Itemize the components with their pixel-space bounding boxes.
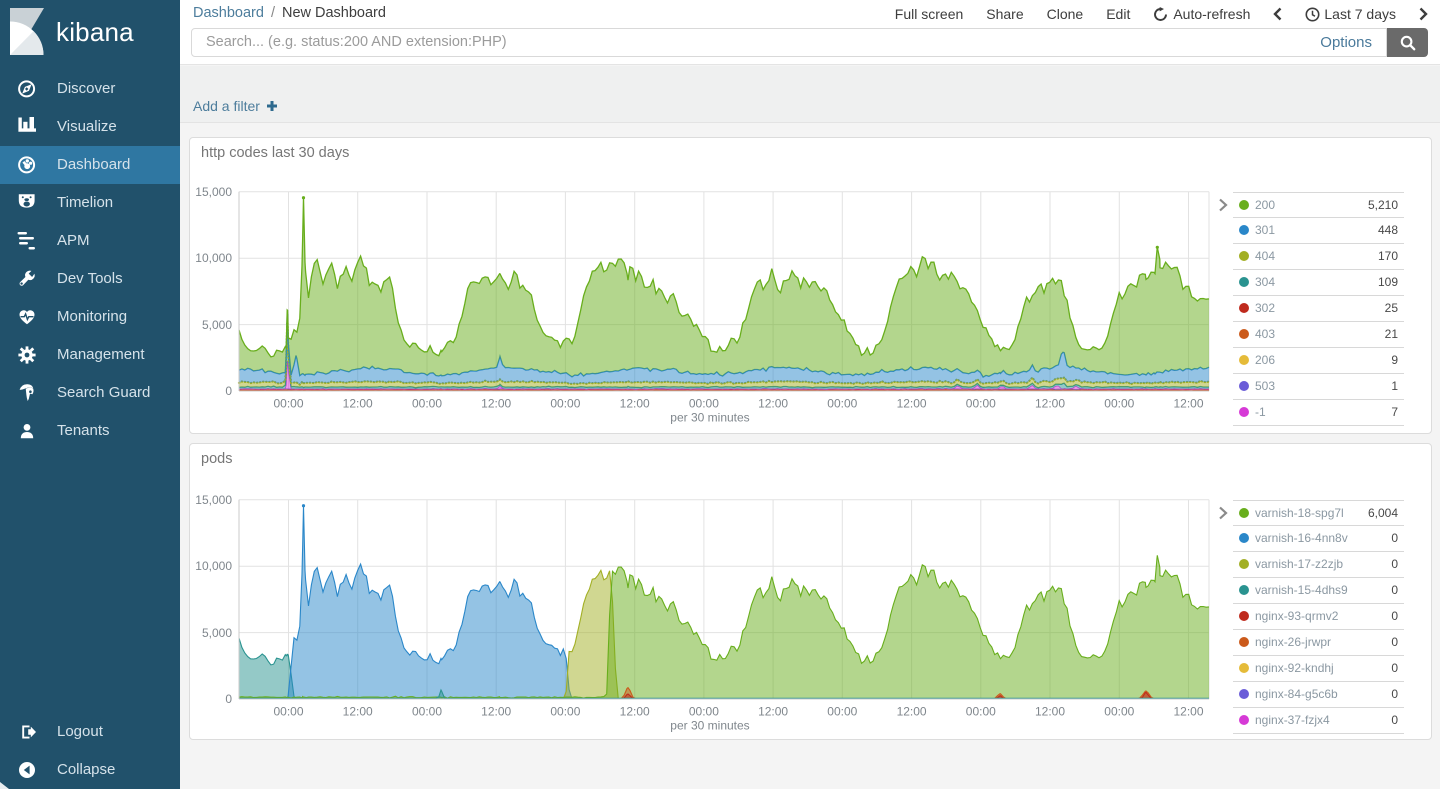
svg-text:00:00: 00:00 [550,397,580,411]
svg-text:15,000: 15,000 [195,493,232,507]
svg-text:12:00: 12:00 [1173,705,1203,719]
svg-text:12:00: 12:00 [758,397,788,411]
svg-text:00:00: 00:00 [827,397,857,411]
svg-text:12:00: 12:00 [1035,705,1065,719]
svg-text:00:00: 00:00 [550,705,580,719]
svg-text:5,000: 5,000 [202,318,232,332]
svg-text:00:00: 00:00 [412,397,442,411]
svg-text:10,000: 10,000 [195,251,232,265]
svg-text:12:00: 12:00 [897,705,927,719]
svg-text:12:00: 12:00 [343,705,373,719]
svg-text:00:00: 00:00 [412,705,442,719]
svg-text:00:00: 00:00 [689,705,719,719]
svg-text:12:00: 12:00 [481,397,511,411]
svg-text:0: 0 [225,692,232,706]
svg-text:12:00: 12:00 [897,397,927,411]
svg-text:00:00: 00:00 [827,705,857,719]
svg-text:00:00: 00:00 [966,705,996,719]
svg-text:00:00: 00:00 [1104,397,1134,411]
svg-text:00:00: 00:00 [689,397,719,411]
svg-text:12:00: 12:00 [1035,397,1065,411]
svg-text:per 30 minutes: per 30 minutes [670,411,749,425]
svg-text:10,000: 10,000 [195,559,232,573]
svg-text:12:00: 12:00 [620,397,650,411]
svg-text:12:00: 12:00 [758,705,788,719]
svg-text:per 30 minutes: per 30 minutes [670,719,749,733]
svg-text:00:00: 00:00 [966,397,996,411]
svg-text:00:00: 00:00 [273,397,303,411]
svg-text:00:00: 00:00 [1104,705,1134,719]
svg-text:15,000: 15,000 [195,185,232,199]
svg-text:12:00: 12:00 [620,705,650,719]
svg-text:12:00: 12:00 [1173,397,1203,411]
svg-text:12:00: 12:00 [343,397,373,411]
svg-text:0: 0 [225,384,232,398]
svg-text:5,000: 5,000 [202,626,232,640]
svg-text:00:00: 00:00 [273,705,303,719]
svg-text:12:00: 12:00 [481,705,511,719]
